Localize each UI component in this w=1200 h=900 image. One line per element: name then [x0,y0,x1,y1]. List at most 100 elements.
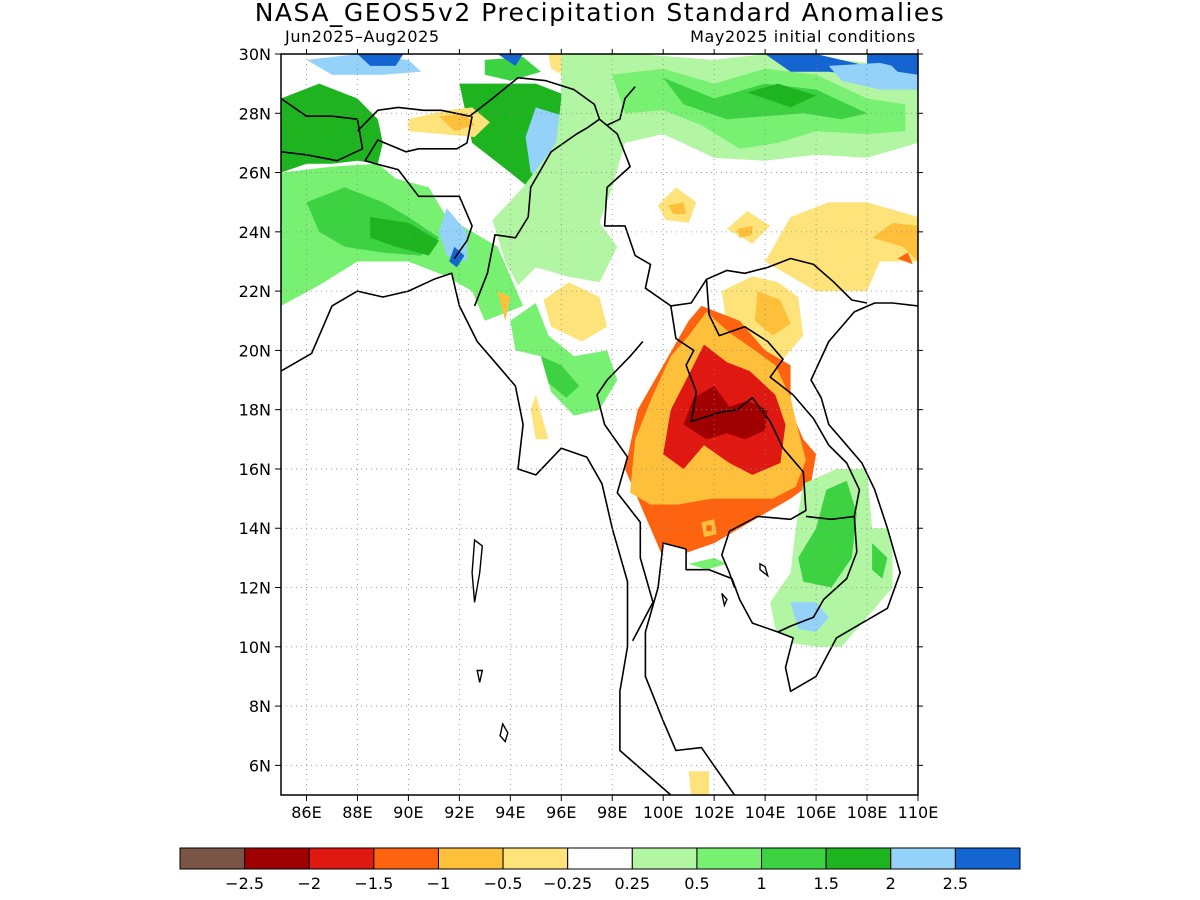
island-outline-4 [721,592,728,608]
anomaly-region-31 [543,282,608,342]
colorbar-label: 2 [886,874,896,893]
island-outline-2 [499,721,509,744]
forecast-period: Jun2025–Aug2025 [285,27,440,46]
colorbar-swatch-10 [825,847,892,870]
lat-tick-label: 12N [239,579,271,598]
anomaly-region-39 [683,386,768,440]
anomaly-region-23 [872,222,918,262]
lat-tick-label: 8N [249,697,271,716]
coastline-layer [281,76,918,795]
colorbar-label: −2 [297,874,321,893]
colorbar-label: −1.5 [354,874,393,893]
island-outline-1 [476,669,484,683]
lon-tick-label: 110E [898,803,939,822]
colorbar-swatch-0 [179,847,246,870]
map-title: NASA_GEOS5v2 Precipitation Standard Anom… [254,0,946,27]
colorbar-swatch-7 [631,847,698,870]
anomaly-region-4 [370,217,439,256]
lon-tick-label: 106E [796,803,837,822]
colorbar-swatch-8 [696,847,763,870]
lon-tick-label: 92E [444,803,474,822]
lat-tick-label: 22N [239,282,271,301]
lat-tick-label: 26N [239,164,271,183]
colorbar-swatch-12 [954,847,1021,870]
colorbar-label: 0.5 [684,874,709,893]
anomaly-region-32 [497,291,511,321]
coast-border-line-11 [777,515,858,633]
anomaly-region-30 [754,291,791,336]
anomaly-region-43 [798,480,857,588]
colorbar-label: −0.25 [543,874,592,893]
colorbar-legend: −2.5 −2 −1.5 −1 −0.5 −0.25 0.25 0.5 1 1.5 2 2.5 [179,847,1021,893]
colorbar-swatch-6 [567,847,633,870]
anomaly-region-35 [540,356,580,398]
coast-border-line-7 [598,118,868,307]
anomaly-region-45 [790,602,829,632]
lon-tick-label: 108E [847,803,888,822]
map-frame [280,53,919,796]
bay-of-bengal-mask [281,273,671,795]
lon-tick-label: 102E [694,803,735,822]
anomaly-region-13 [439,113,475,132]
coast-border-line-3 [364,116,473,259]
colorbar-swatch-11 [890,847,956,870]
anomaly-region-26 [668,202,687,215]
coast-border-line-12 [596,340,654,642]
anomaly-region-33 [530,394,549,440]
colorbar-swatch-4 [437,847,504,870]
coast-border-line-4 [356,76,601,132]
gulf-sea-mask [645,303,918,795]
lat-tick-label: 10N [239,638,271,657]
anomaly-region-18 [747,83,817,108]
coast-border-line-1 [644,542,736,795]
colorbar-label: 1.5 [813,874,838,893]
colorbar-label: −1 [427,874,451,893]
anomaly-region-44 [872,543,888,579]
lon-tick-label: 104E [745,803,786,822]
lat-tick-label: 6N [249,756,271,775]
colorbar-label: −2.5 [225,874,264,893]
anomaly-region-28 [737,225,753,238]
colorbar-swatch-3 [373,847,439,870]
coast-border-line-5 [281,97,364,162]
colorbar-swatch-5 [502,847,569,870]
anomaly-region-41 [706,525,712,532]
anomaly-region-47 [688,771,710,795]
anomaly-region-10 [484,57,541,81]
colorbar-swatch-1 [244,847,310,870]
axis-ticks: 86E 88E 90E 92E 94E 96E 98E 100E 102E 104E 106E 108… [239,45,939,822]
coast-border-line-2 [685,302,918,693]
lat-tick-label: 18N [239,401,271,420]
initial-conditions-label: May2025 initial conditions [690,27,916,46]
island-outline-0 [471,538,484,603]
lat-tick-label: 30N [239,45,271,64]
colorbar-label: −0.5 [484,874,523,893]
lat-tick-label: 24N [239,223,271,242]
lon-tick-label: 88E [342,803,372,822]
map-gridlines [281,54,918,795]
anomaly-region-9 [357,54,404,66]
anomaly-region-24 [897,252,913,265]
lat-tick-label: 14N [239,519,271,538]
colorbar-label: 2.5 [943,874,968,893]
lon-tick-label: 100E [643,803,684,822]
anomaly-region-21 [879,54,918,75]
anomaly-region-5 [439,208,467,262]
colorbar-label: 1 [756,874,766,893]
anomaly-region-22 [765,202,918,292]
coast-border-line-8 [606,86,636,126]
island-outline-3 [759,562,769,578]
anomaly-fill-layer [281,54,918,795]
lon-tick-label: 90E [393,803,423,822]
anomaly-region-34 [510,303,618,416]
coast-border-line-6 [473,118,600,307]
lon-tick-label: 86E [291,803,321,822]
anomaly-region-46 [688,557,727,570]
lat-tick-label: 28N [239,104,271,123]
lon-tick-label: 94E [495,803,525,822]
anomaly-region-6 [449,246,465,268]
colorbar-swatch-2 [308,847,375,870]
colorbar-label: 0.25 [614,874,650,893]
coast-border-line-9 [670,305,807,588]
